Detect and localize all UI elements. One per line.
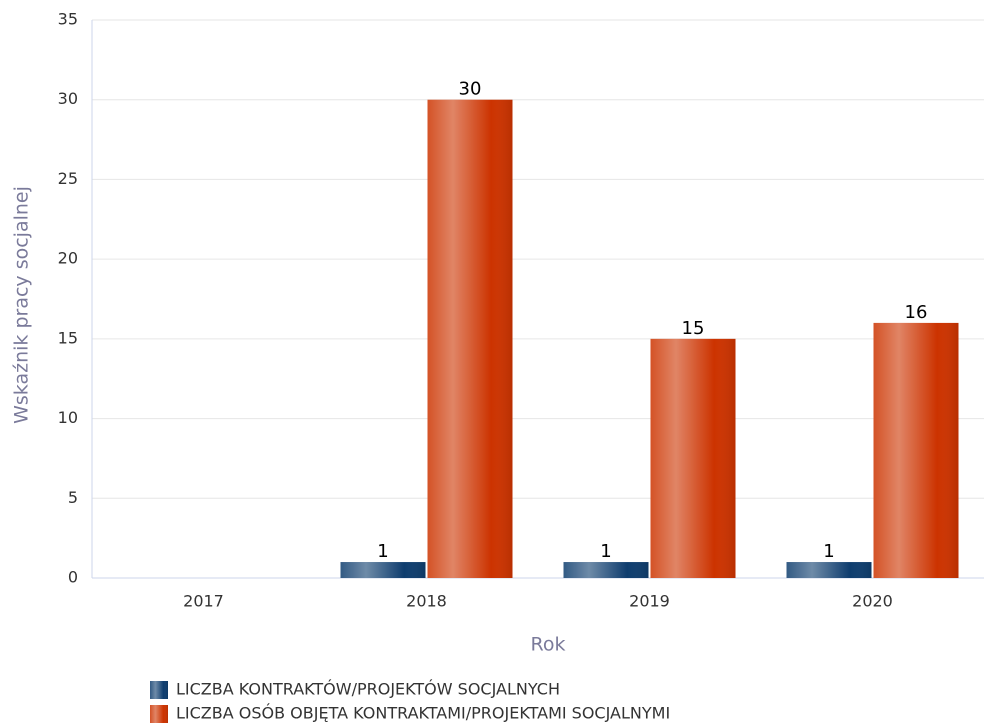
y-tick-label: 35	[58, 10, 78, 29]
bar-shine	[427, 99, 513, 578]
data-label: 15	[682, 318, 705, 339]
x-axis-label: Rok	[531, 634, 566, 656]
bar-shine	[340, 562, 426, 578]
y-tick-label: 15	[58, 328, 78, 347]
y-tick-label: 5	[68, 488, 78, 507]
data-label: 30	[459, 79, 482, 100]
y-tick-label: 20	[58, 249, 78, 268]
data-label: 1	[377, 541, 388, 562]
data-label: 16	[905, 302, 928, 323]
bar-shine	[563, 562, 649, 578]
data-label: 1	[823, 541, 834, 562]
x-tick-label: 2018	[406, 592, 447, 611]
y-tick-label: 0	[68, 568, 78, 587]
legend-label: LICZBA OSÓB OBJĘTA KONTRAKTAMI/PROJEKTAM…	[176, 704, 670, 723]
bar-shine	[786, 562, 872, 578]
y-tick-label: 25	[58, 169, 78, 188]
x-tick-label: 2017	[183, 592, 224, 611]
legend-label: LICZBA KONTRAKTÓW/PROJEKTÓW SOCJALNYCH	[176, 680, 560, 699]
y-tick-label: 10	[58, 408, 78, 427]
y-axis-label: Wskaźnik pracy socjalnej	[11, 186, 33, 424]
legend-swatch-shine	[150, 705, 168, 723]
x-tick-label: 2020	[852, 592, 893, 611]
y-tick-label: 30	[58, 89, 78, 108]
bar-shine	[650, 338, 736, 578]
bar-shine	[873, 322, 959, 578]
x-tick-label: 2019	[629, 592, 670, 611]
data-label: 1	[600, 541, 611, 562]
legend-swatch-shine	[150, 681, 168, 699]
